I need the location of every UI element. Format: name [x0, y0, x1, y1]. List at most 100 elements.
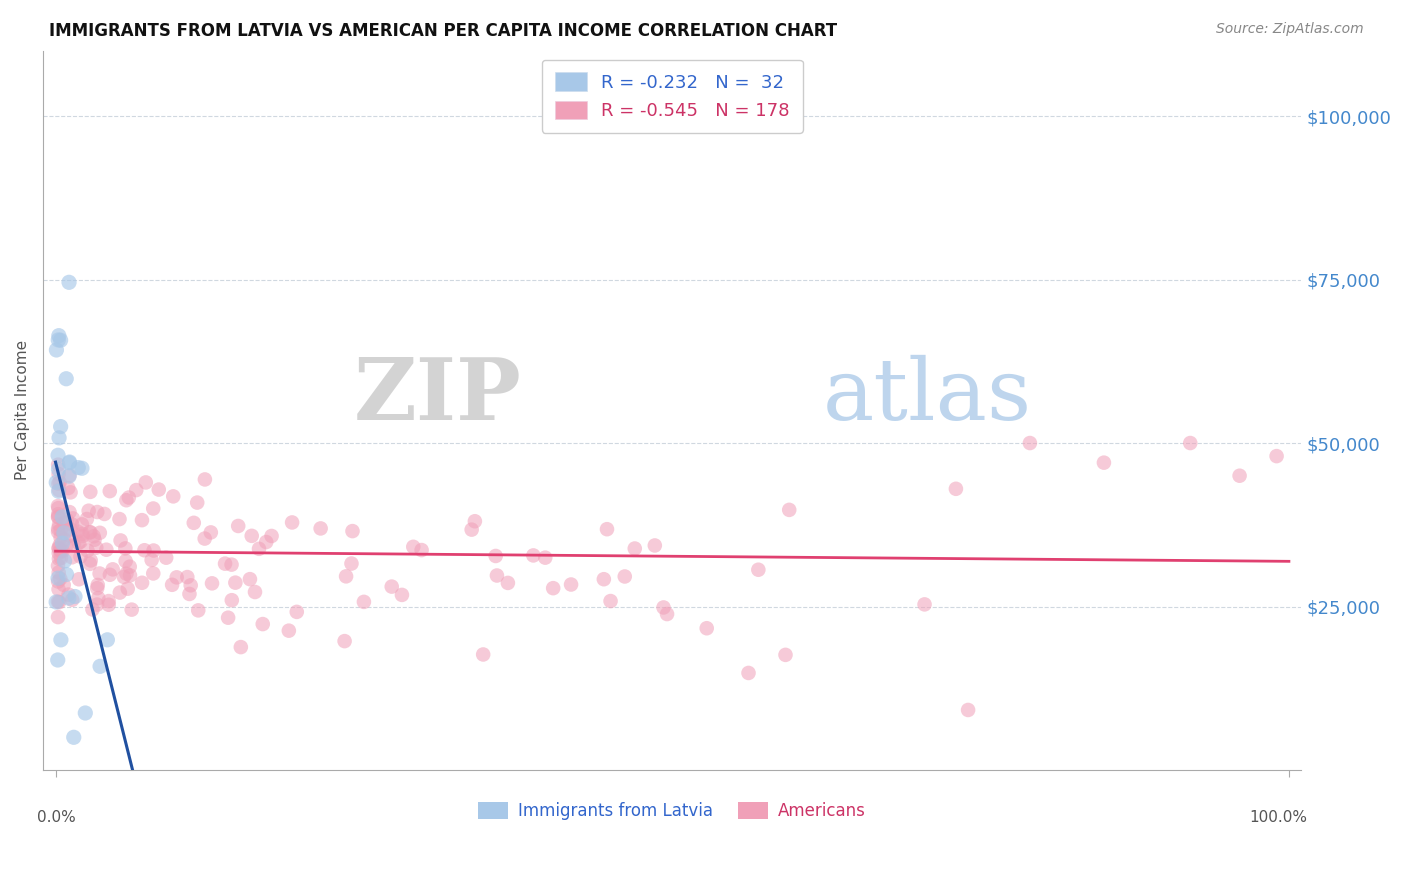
Point: [778, 503, 800, 517]
Point: [59, 485, 82, 500]
Point: [1092, 456, 1115, 470]
Point: [46, 522, 69, 536]
Point: [76, 543, 98, 558]
Point: [200, 525, 222, 540]
Point: [53, 516, 76, 530]
Point: [186, 495, 208, 509]
Point: [96, 632, 118, 647]
Point: [402, 540, 425, 554]
Point: [48, 551, 70, 566]
Point: [86, 505, 108, 519]
Point: [56, 513, 79, 527]
Point: [48, 595, 70, 609]
Text: 0.0%: 0.0%: [37, 810, 76, 824]
Point: [48, 541, 70, 555]
Point: [79, 525, 101, 540]
Point: [464, 514, 486, 528]
Point: [115, 566, 138, 581]
Point: [696, 621, 718, 635]
Point: [353, 595, 375, 609]
Point: [58, 505, 80, 519]
Point: [67, 572, 90, 586]
Point: [58, 276, 80, 290]
Point: [522, 549, 544, 563]
Point: [342, 524, 364, 538]
Point: [48, 517, 70, 532]
Point: [1265, 449, 1288, 463]
Point: [254, 535, 277, 549]
Point: [221, 593, 243, 607]
Point: [46, 507, 69, 521]
Point: [46, 594, 69, 608]
Y-axis label: Per Capita Income: Per Capita Income: [15, 340, 30, 481]
Point: [59, 529, 82, 543]
Point: [134, 543, 156, 558]
Point: [118, 491, 141, 505]
Point: [45, 343, 67, 357]
Point: [97, 594, 120, 608]
Point: [58, 469, 80, 483]
Point: [62, 731, 84, 745]
Point: [46, 448, 69, 462]
Point: [48, 475, 70, 490]
Point: [84, 541, 107, 555]
Point: [48, 538, 70, 552]
Point: [53, 533, 76, 547]
Point: [240, 529, 263, 543]
Point: [46, 499, 69, 513]
Point: [53, 554, 76, 568]
Point: [51, 510, 73, 524]
Point: [101, 562, 124, 576]
Point: [98, 484, 121, 499]
Point: [93, 507, 115, 521]
Point: [148, 483, 170, 497]
Point: [82, 602, 104, 616]
Legend: Immigrants from Latvia, Americans: Immigrants from Latvia, Americans: [471, 795, 873, 826]
Point: [247, 541, 270, 556]
Point: [60, 517, 83, 532]
Point: [52, 525, 75, 540]
Point: [49, 551, 72, 566]
Point: [49, 544, 72, 558]
Point: [110, 533, 132, 548]
Point: [239, 572, 262, 586]
Point: [131, 575, 153, 590]
Point: [55, 372, 77, 386]
Point: [260, 529, 283, 543]
Point: [48, 566, 70, 580]
Point: [142, 566, 165, 581]
Point: [58, 455, 80, 469]
Point: [194, 532, 217, 546]
Point: [309, 521, 332, 535]
Point: [599, 594, 621, 608]
Point: [252, 617, 274, 632]
Point: [69, 534, 91, 549]
Point: [176, 570, 198, 584]
Point: [485, 549, 508, 563]
Point: [48, 484, 70, 499]
Point: [592, 572, 614, 586]
Point: [69, 549, 91, 564]
Point: [747, 563, 769, 577]
Point: [52, 578, 75, 592]
Point: [49, 524, 72, 538]
Point: [83, 533, 105, 547]
Point: [335, 569, 357, 583]
Point: [121, 602, 143, 616]
Text: ZIP: ZIP: [353, 354, 522, 438]
Point: [79, 484, 101, 499]
Point: [496, 575, 519, 590]
Point: [46, 574, 69, 589]
Point: [737, 665, 759, 680]
Point: [623, 541, 645, 556]
Point: [108, 512, 131, 526]
Point: [179, 587, 201, 601]
Point: [46, 653, 69, 667]
Point: [96, 542, 118, 557]
Point: [118, 559, 141, 574]
Point: [957, 703, 980, 717]
Point: [89, 659, 111, 673]
Point: [277, 624, 299, 638]
Text: 100.0%: 100.0%: [1250, 810, 1308, 824]
Point: [55, 567, 77, 582]
